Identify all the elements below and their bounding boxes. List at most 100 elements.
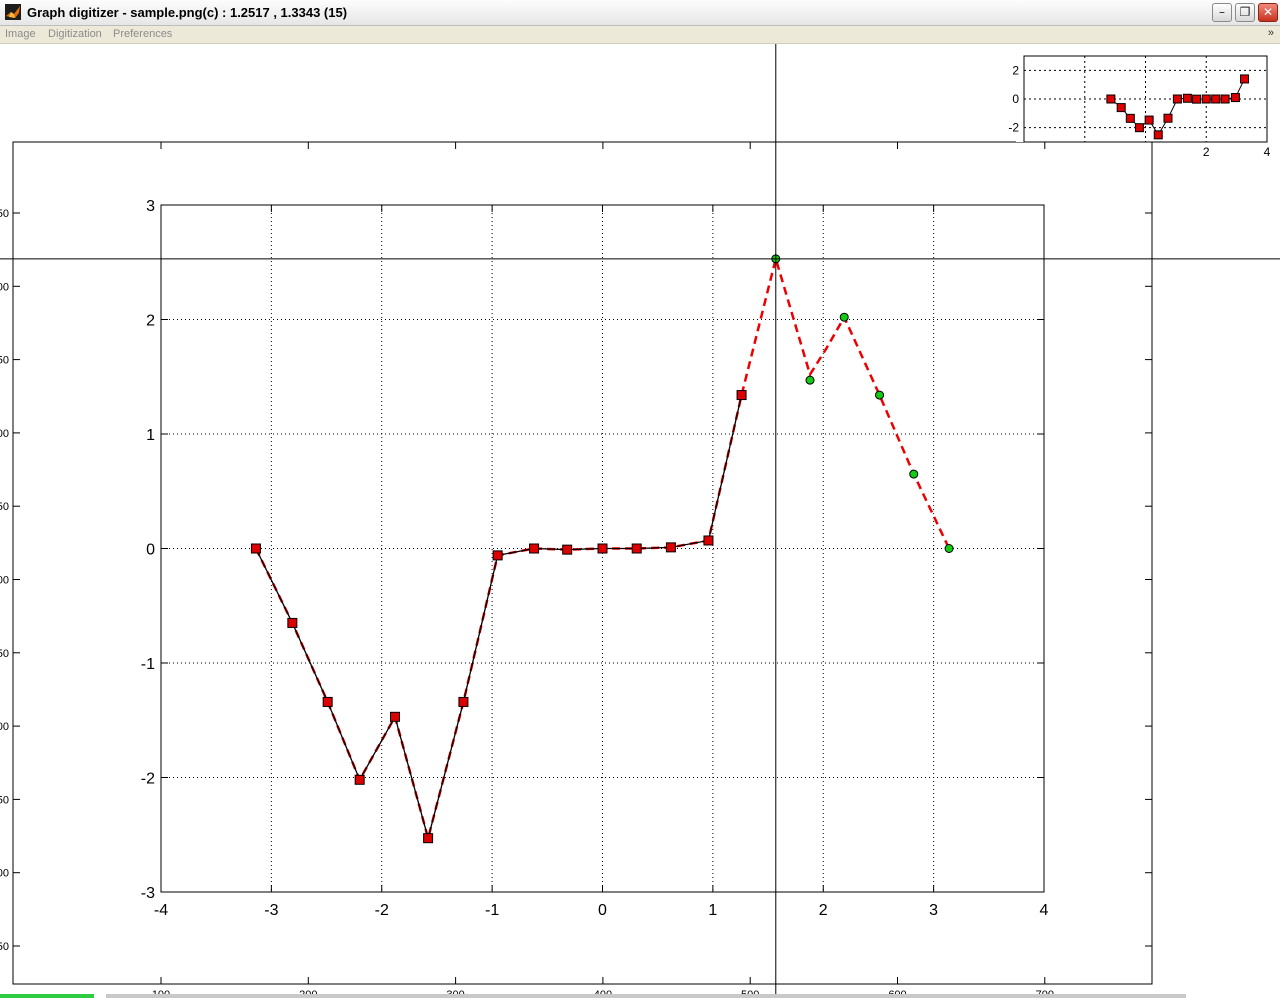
digitized-point-marker: [458, 696, 469, 707]
digitized-point-marker: [665, 542, 676, 553]
image-bottom-label: 500: [741, 989, 759, 998]
digitized-point-marker: [631, 543, 642, 554]
x-tick-label: -4: [154, 902, 168, 919]
grid: [161, 205, 1044, 892]
digitized-point-marker: [423, 833, 434, 844]
image-left-label: 50: [0, 355, 9, 367]
image-bottom-axis: 100 200 300 400 500 600 700: [152, 142, 1054, 998]
image-left-axis: 5000500050005000500050: [0, 208, 1152, 953]
preview-y-tick-label: -2: [1008, 121, 1019, 135]
menu-digitization[interactable]: Digitization: [48, 28, 102, 40]
preview-point-marker: [1125, 113, 1135, 123]
x-tick-label: 4: [1040, 902, 1049, 919]
digitized-point-marker: [354, 774, 365, 785]
preview-grid: [1024, 56, 1267, 142]
x-tick-label: 3: [929, 902, 938, 919]
preview-plot: 2 0 -2 2 4: [1008, 44, 1280, 159]
close-icon: ✕: [1262, 5, 1274, 19]
digitized-point-marker: [250, 543, 261, 554]
preview-point-marker: [1192, 94, 1202, 104]
y-tick-label: -2: [141, 771, 155, 788]
interpolated-point-marker: [944, 544, 954, 553]
menu-image[interactable]: Image: [5, 28, 36, 40]
preview-x-tick-label: 2: [1203, 145, 1210, 159]
x-tick-label: -1: [485, 902, 499, 919]
close-button[interactable]: ✕: [1258, 3, 1278, 22]
digitized-point-marker: [597, 543, 608, 554]
preview-point-marker: [1116, 103, 1126, 113]
y-tick-label: 0: [146, 542, 155, 559]
image-frame: [12, 141, 1153, 985]
interpolated-point-marker: [805, 375, 815, 385]
progress-indicator: [0, 994, 94, 998]
preview-point-marker: [1211, 94, 1221, 104]
digitized-point-marker: [703, 535, 714, 546]
preview-tick-labels: 2 0 -2 2 4: [1008, 63, 1270, 159]
interpolated-point-marker: [875, 390, 885, 400]
digitized-point-marker: [389, 711, 400, 722]
preview-point-marker: [1163, 113, 1173, 123]
y-tick-label: 2: [146, 313, 155, 330]
preview-point-marker: [1153, 130, 1163, 140]
interpolated-point-marker: [839, 312, 849, 322]
y-tick-labels: -3 -2 -1 0 1 2 3: [141, 198, 155, 902]
preview-point-marker: [1220, 94, 1230, 104]
minimize-button[interactable]: –: [1212, 3, 1232, 22]
image-left-label: 00: [0, 428, 9, 440]
preview-x-tick-label: 4: [1264, 145, 1271, 159]
preview-point-marker: [1240, 74, 1250, 84]
preview-point-marker: [1106, 94, 1116, 104]
preview-y-tick-label: 2: [1012, 63, 1019, 77]
preview-point-marker: [1134, 123, 1144, 133]
x-tick-label: 0: [598, 902, 607, 919]
x-tick-label: 1: [708, 902, 717, 919]
image-bottom-label: 400: [594, 989, 612, 998]
image-left-label: 50: [0, 941, 9, 953]
maximize-button[interactable]: ❐: [1235, 3, 1255, 22]
restore-icon: ❐: [1239, 5, 1251, 19]
image-left-label: 00: [0, 281, 9, 293]
y-tick-label: 3: [146, 198, 155, 215]
image-left-label: 50: [0, 794, 9, 806]
x-tick-label: -3: [264, 902, 278, 919]
crosshair-cursor: [0, 44, 1280, 998]
digitizer-canvas[interactable]: 5000500050005000500050 10020030040050060…: [0, 44, 1280, 998]
digitized-point-marker: [492, 550, 503, 561]
data-markers[interactable]: [250, 254, 954, 844]
y-tick-label: -1: [141, 656, 155, 673]
image-bottom-label: 600: [888, 989, 906, 998]
matlab-app-icon: [5, 4, 21, 20]
preview-series: [1106, 74, 1250, 140]
image-left-label: 50: [0, 501, 9, 513]
image-bottom-label: 100: [152, 989, 170, 998]
status-strip: [106, 994, 1186, 998]
title-bar[interactable]: Graph digitizer - sample.png(c) : 1.2517…: [0, 0, 1280, 26]
image-left-label: 50: [0, 648, 9, 660]
preview-point-marker: [1201, 94, 1211, 104]
menu-preferences[interactable]: Preferences: [113, 28, 173, 40]
interpolated-point-marker: [909, 469, 919, 479]
digitized-point-marker: [287, 617, 298, 628]
image-bottom-label: 300: [446, 989, 464, 998]
digitized-point-marker: [529, 543, 540, 554]
x-tick-label: 2: [819, 902, 828, 919]
preview-point-marker: [1230, 93, 1240, 103]
y-tick-label: -3: [141, 885, 155, 902]
y-tick-label: 1: [146, 427, 155, 444]
menu-overflow-icon[interactable]: »: [1267, 27, 1274, 39]
x-tick-labels: -4 -3 -2 -1 0 1 2 3 4: [154, 902, 1049, 919]
digitized-point-marker: [736, 390, 747, 401]
menu-bar: Image Digitization Preferences »: [0, 26, 1280, 44]
minimize-icon: –: [1219, 5, 1225, 19]
image-bottom-label: 700: [1036, 989, 1054, 998]
image-bottom-label: 200: [299, 989, 317, 998]
axis-ticks: [160, 204, 1045, 893]
digitized-point-marker: [562, 544, 573, 555]
x-tick-label: -2: [375, 902, 389, 919]
image-left-label: 00: [0, 868, 9, 880]
preview-point-marker: [1172, 94, 1182, 104]
image-left-label: 00: [0, 721, 9, 733]
preview-point-marker: [1182, 93, 1192, 103]
preview-y-tick-label: 0: [1012, 92, 1019, 106]
